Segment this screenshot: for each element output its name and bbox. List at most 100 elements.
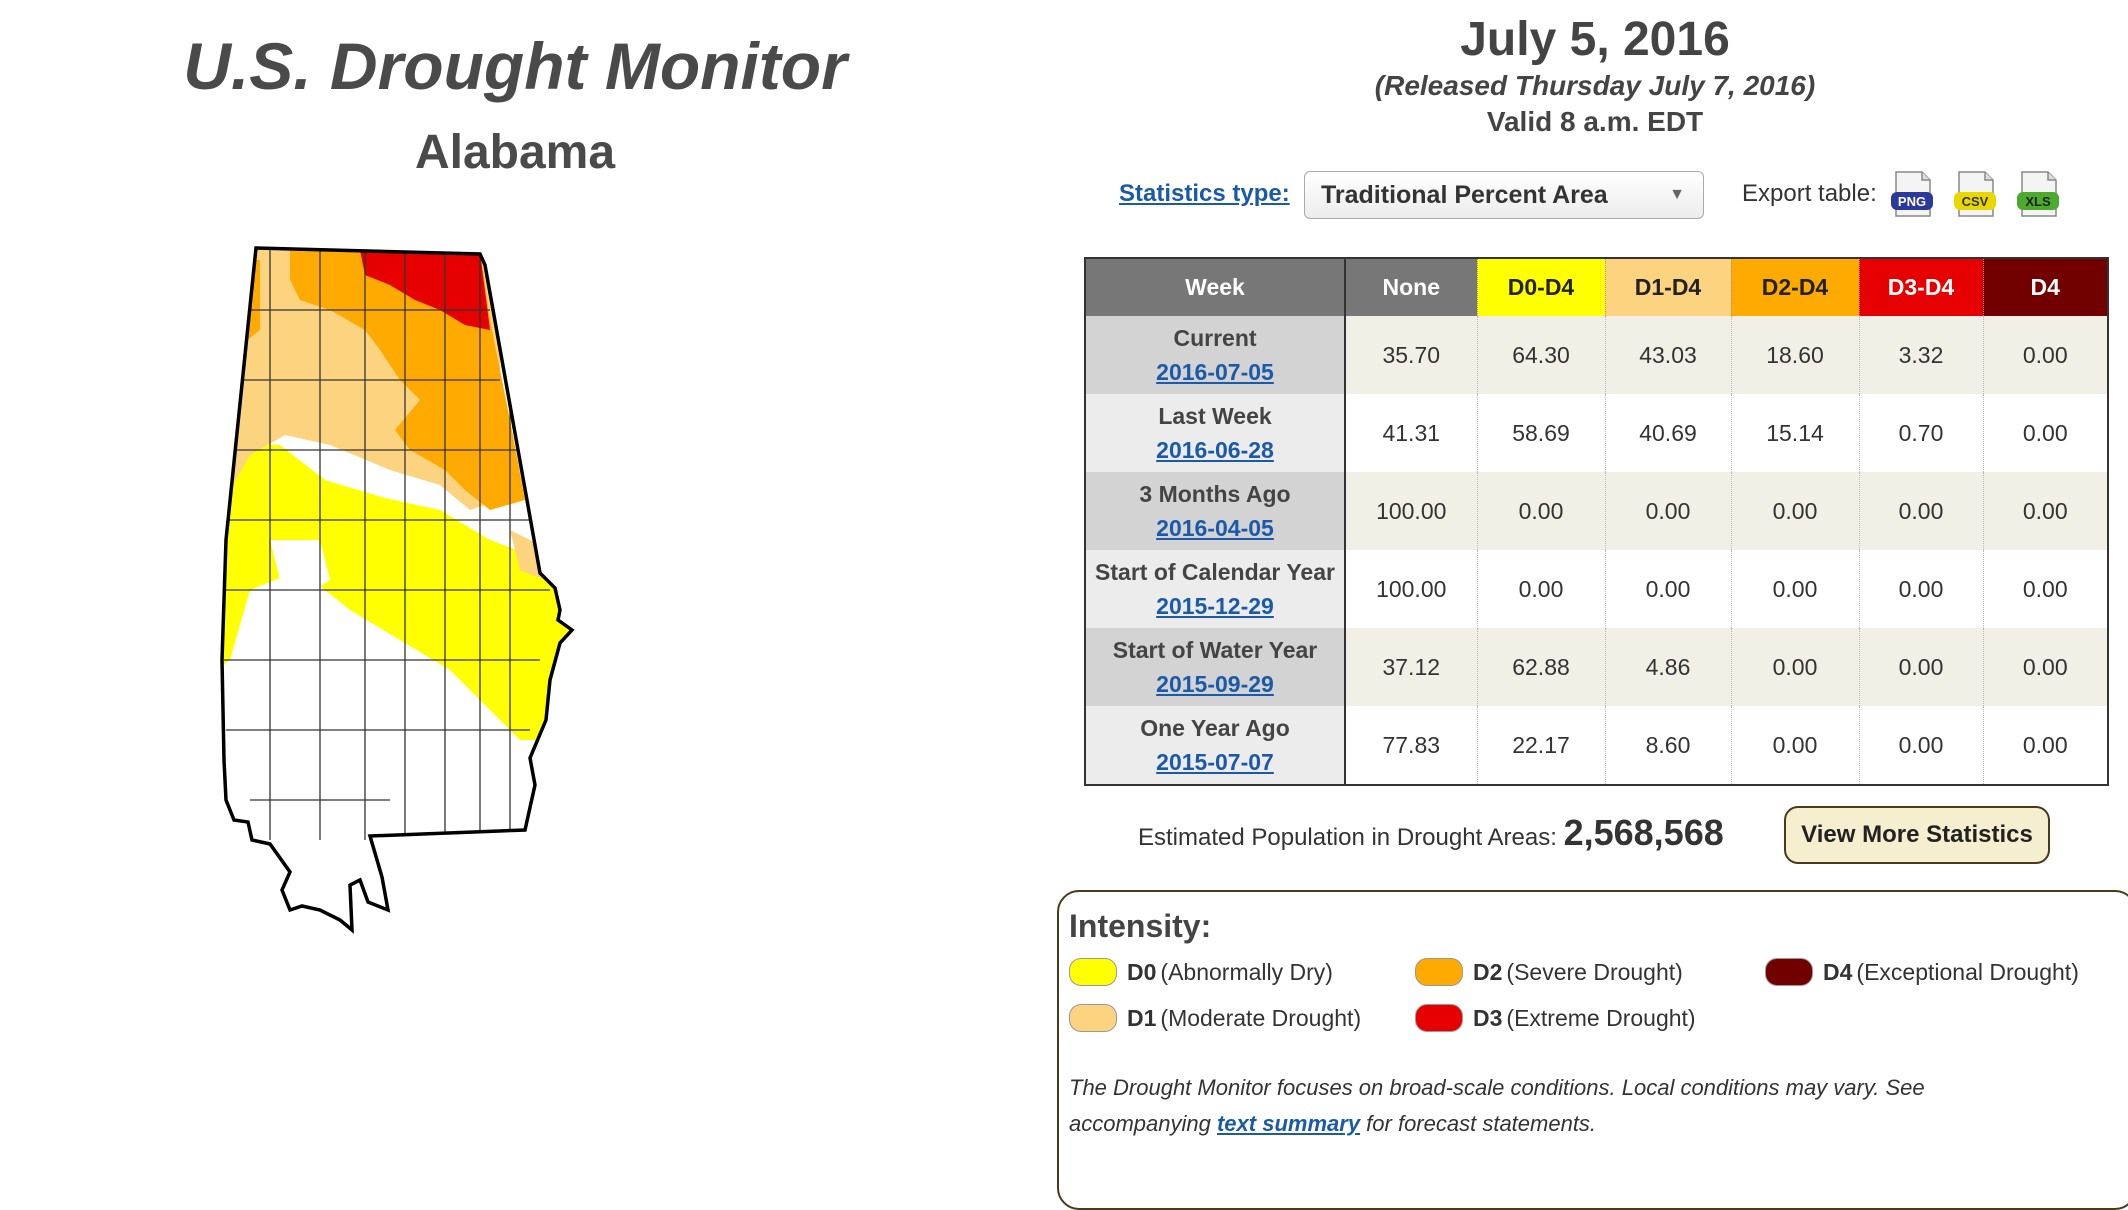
value-cell: 43.03 xyxy=(1605,316,1732,394)
value-cell: 0.00 xyxy=(1859,628,1984,706)
week-label: Current xyxy=(1173,325,1257,351)
value-cell: 0.00 xyxy=(1983,628,2109,706)
statistics-type-link[interactable]: Statistics type: xyxy=(1119,180,1290,207)
week-date-link[interactable]: 2016-07-05 xyxy=(1156,359,1274,385)
value-cell: 41.31 xyxy=(1345,394,1478,472)
legend-item-d2: D2 (Severe Drought) xyxy=(1415,958,1683,986)
week-cell: One Year Ago 2015-07-07 xyxy=(1085,706,1346,785)
export-png-icon[interactable]: PNG xyxy=(1890,170,1936,220)
value-cell: 58.69 xyxy=(1477,394,1606,472)
value-cell: 15.14 xyxy=(1731,394,1860,472)
table-header-row: Week None D0-D4 D1-D4 D2-D4 D3-D4 D4 xyxy=(1085,258,2109,316)
alabama-drought-map xyxy=(220,246,575,934)
xls-label: XLS xyxy=(2025,194,2051,209)
col-header-d2-d4: D2-D4 xyxy=(1731,258,1860,316)
week-cell: Current 2016-07-05 xyxy=(1085,316,1346,394)
value-cell: 4.86 xyxy=(1605,628,1732,706)
value-cell: 8.60 xyxy=(1605,706,1732,785)
week-label: Last Week xyxy=(1158,403,1272,429)
value-cell: 77.83 xyxy=(1345,706,1478,785)
col-header-d3-d4: D3-D4 xyxy=(1859,258,1984,316)
view-more-statistics-button[interactable]: View More Statistics xyxy=(1784,806,2050,864)
legend-item-d3: D3 (Extreme Drought) xyxy=(1415,1004,1696,1032)
week-date-link[interactable]: 2016-06-28 xyxy=(1156,437,1274,463)
value-cell: 3.32 xyxy=(1859,316,1984,394)
legend-item-d0: D0 (Abnormally Dry) xyxy=(1069,958,1333,986)
drought-statistics-table: Week None D0-D4 D1-D4 D2-D4 D3-D4 D4 Cur… xyxy=(1084,257,2109,786)
value-cell: 0.00 xyxy=(1983,316,2109,394)
table-row: One Year Ago 2015-07-07 77.83 22.17 8.60 0.00… xyxy=(1085,706,2109,785)
csv-label: CSV xyxy=(1962,194,1989,209)
col-header-d0-d4: D0-D4 xyxy=(1477,258,1606,316)
week-label: One Year Ago xyxy=(1140,715,1290,741)
release-date: (Released Thursday July 7, 2016) xyxy=(1374,70,1816,101)
col-header-d4: D4 xyxy=(1983,258,2109,316)
value-cell: 37.12 xyxy=(1345,628,1478,706)
export-csv-icon[interactable]: CSV xyxy=(1953,170,1999,220)
population-summary: Estimated Population in Drought Areas: 2… xyxy=(1138,812,1724,854)
value-cell: 100.00 xyxy=(1345,550,1478,628)
export-xls-icon[interactable]: XLS xyxy=(2016,170,2062,220)
value-cell: 0.00 xyxy=(1859,472,1984,550)
legend-item-d4: D4 (Exceptional Drought) xyxy=(1765,958,2079,986)
map-region: Alabama xyxy=(414,126,616,179)
legend-note: The Drought Monitor focuses on broad-sca… xyxy=(1069,1075,1925,1136)
value-cell: 0.00 xyxy=(1477,550,1606,628)
map-date: July 5, 2016 xyxy=(1460,13,1730,66)
export-label: Export table: xyxy=(1742,180,1877,207)
week-date-link[interactable]: 2015-07-07 xyxy=(1156,749,1274,775)
value-cell: 18.60 xyxy=(1731,316,1860,394)
population-label: Estimated Population in Drought Areas: xyxy=(1138,824,1557,851)
value-cell: 0.00 xyxy=(1605,550,1732,628)
value-cell: 0.00 xyxy=(1731,628,1860,706)
value-cell: 62.88 xyxy=(1477,628,1606,706)
col-header-none: None xyxy=(1345,258,1478,316)
value-cell: 0.00 xyxy=(1983,706,2109,785)
week-date-link[interactable]: 2015-12-29 xyxy=(1156,593,1274,619)
week-label: 3 Months Ago xyxy=(1139,481,1291,507)
d1-swatch xyxy=(1069,1004,1117,1032)
table-row: Start of Calendar Year 2015-12-29 100.00 0.… xyxy=(1085,550,2109,628)
statistics-type-value: Traditional Percent Area xyxy=(1321,181,1608,209)
value-cell: 40.69 xyxy=(1605,394,1732,472)
valid-time: Valid 8 a.m. EDT xyxy=(1486,106,1704,137)
legend-title: Intensity: xyxy=(1069,908,1212,944)
intensity-legend: Intensity: D0 (Abnormally Dry) D1 (Moderat… xyxy=(1057,890,2128,1210)
statistics-type-select[interactable]: Traditional Percent Area ▼ xyxy=(1304,171,1704,219)
d4-swatch xyxy=(1765,958,1813,986)
value-cell: 64.30 xyxy=(1477,316,1606,394)
text-summary-link[interactable]: text summary xyxy=(1216,1111,1361,1136)
value-cell: 0.00 xyxy=(1605,472,1732,550)
week-date-link[interactable]: 2015-09-29 xyxy=(1156,671,1274,697)
week-label: Start of Calendar Year xyxy=(1095,559,1335,585)
value-cell: 0.00 xyxy=(1859,706,1984,785)
value-cell: 0.00 xyxy=(1983,394,2109,472)
week-cell: Start of Calendar Year 2015-12-29 xyxy=(1085,550,1346,628)
col-header-week: Week xyxy=(1085,258,1346,316)
d0-swatch xyxy=(1069,958,1117,986)
table-row: Start of Water Year 2015-09-29 37.12 62.88 4… xyxy=(1085,628,2109,706)
d2-swatch xyxy=(1415,958,1463,986)
week-cell: Start of Water Year 2015-09-29 xyxy=(1085,628,1346,706)
week-date-link[interactable]: 2016-04-05 xyxy=(1156,515,1274,541)
value-cell: 22.17 xyxy=(1477,706,1606,785)
col-header-d1-d4: D1-D4 xyxy=(1605,258,1732,316)
table-row: Last Week 2016-06-28 41.31 58.69 40.69 15.14 0… xyxy=(1085,394,2109,472)
table-row: 3 Months Ago 2016-04-05 100.00 0.00 0.00 0.00… xyxy=(1085,472,2109,550)
map-title: U.S. Drought Monitor xyxy=(183,29,847,103)
value-cell: 35.70 xyxy=(1345,316,1478,394)
week-cell: Last Week 2016-06-28 xyxy=(1085,394,1346,472)
value-cell: 0.00 xyxy=(1731,706,1860,785)
legend-item-d1: D1 (Moderate Drought) xyxy=(1069,1004,1361,1032)
week-cell: 3 Months Ago 2016-04-05 xyxy=(1085,472,1346,550)
value-cell: 0.00 xyxy=(1983,550,2109,628)
table-row: Current 2016-07-05 35.70 64.30 43.03 18.60 3.3… xyxy=(1085,316,2109,394)
value-cell: 0.00 xyxy=(1859,550,1984,628)
value-cell: 0.00 xyxy=(1731,472,1860,550)
value-cell: 0.00 xyxy=(1731,550,1860,628)
png-label: PNG xyxy=(1898,194,1926,209)
value-cell: 0.00 xyxy=(1477,472,1606,550)
week-label: Start of Water Year xyxy=(1112,637,1318,663)
d3-swatch xyxy=(1415,1004,1463,1032)
value-cell: 0.70 xyxy=(1859,394,1984,472)
